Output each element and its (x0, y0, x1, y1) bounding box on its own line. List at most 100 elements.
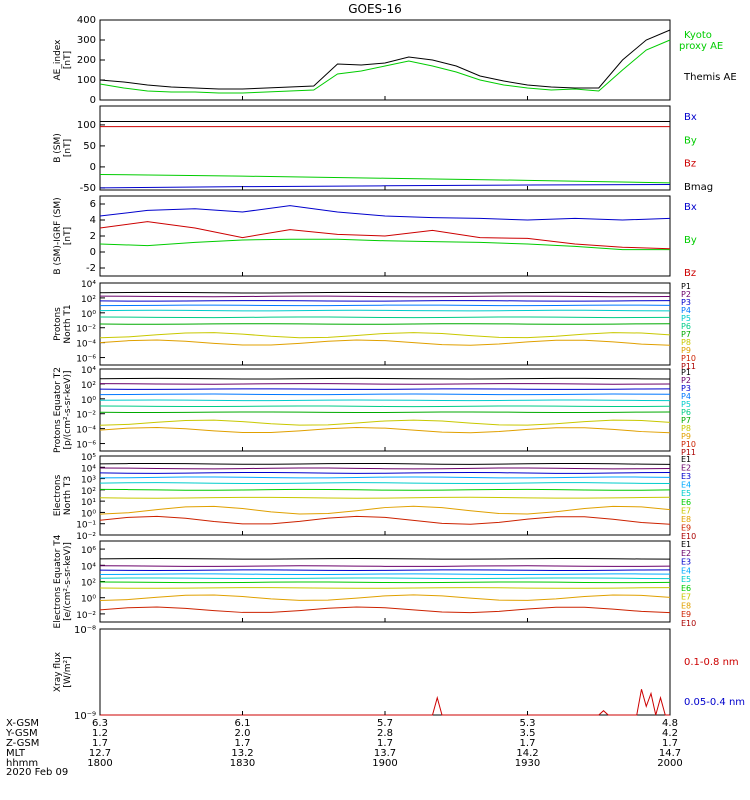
series-line-by (99, 173, 671, 184)
series-line-kyoto-proxy-ae (99, 39, 671, 94)
y-tick-label: 50 (83, 141, 96, 152)
footer-value: 6.1 (235, 718, 251, 729)
y-axis-label-line: AE_index (53, 39, 63, 81)
legend-entry: E1 (681, 540, 691, 549)
legend-entry: E9 (681, 610, 691, 619)
legend-entry: E4 (681, 481, 691, 490)
flux-line-p1 (99, 291, 671, 294)
y-tick-label: 10⁻⁶ (76, 441, 96, 451)
legend-entry: P2 (681, 376, 691, 385)
legend-entry: E4 (681, 566, 691, 575)
y-axis-unit: [e/(cm²-s-sr-keV)] (63, 542, 73, 621)
legend-entry: Themis AE (683, 72, 737, 83)
legend-entry: E7 (681, 506, 691, 515)
flux-line-e7 (99, 587, 671, 589)
y-axis-label-line: Protons (53, 307, 63, 341)
legend-entry: Bmag (684, 182, 713, 193)
y-axis-label: AE_index[nT] (53, 39, 73, 81)
y-axis-label: ProtonsNorth T1 (53, 304, 73, 343)
panel-frame (99, 628, 671, 716)
y-tick-label: 10⁵ (81, 453, 96, 463)
legend-entry: E8 (681, 515, 691, 524)
y-axis-label-line: North T1 (63, 304, 73, 343)
flux-line-e4 (99, 476, 671, 479)
y-tick-label: -50 (80, 183, 96, 194)
series-line-themis-ae (99, 29, 671, 90)
flux-line-e8 (99, 505, 671, 515)
flux-line-p6 (99, 405, 671, 408)
y-tick-label: 10⁰ (81, 396, 96, 406)
legend-entry: P9 (681, 432, 691, 441)
y-tick-label: 10⁶ (81, 546, 96, 556)
y-tick-label: 400 (77, 15, 96, 26)
footer-value: 13.7 (374, 748, 396, 759)
y-tick-label: 10⁻² (76, 411, 96, 421)
y-axis-unit: [nT] (63, 227, 73, 245)
legend-entry: P3 (681, 298, 691, 307)
y-tick-label: 0 (90, 247, 96, 258)
flux-line-p8 (99, 332, 671, 339)
y-tick-label: 10³ (81, 476, 96, 486)
legend-entry: E7 (681, 593, 691, 602)
footer-row-label: Y-GSM (5, 728, 38, 739)
flux-line-p6 (99, 316, 671, 319)
y-axis-label: B (SM)[nT] (53, 133, 73, 163)
legend-entry: E6 (681, 498, 691, 507)
panel-frame (99, 540, 671, 623)
legend-entry: E9 (681, 523, 691, 532)
panel-2: B (SM)[nT] -50 0 50 100 Bx By Bz Bmag (53, 105, 713, 194)
y-tick-label: 0 (90, 95, 96, 106)
y-axis-label-line: North T3 (63, 476, 73, 515)
y-tick-label: 10⁻² (76, 532, 96, 542)
flux-line-p4 (99, 393, 671, 396)
legend-entry: E5 (681, 489, 691, 498)
y-tick-label: 10⁻¹ (76, 521, 96, 531)
series-line-bz (99, 221, 671, 250)
y-tick-label: 10⁻² (76, 611, 96, 621)
y-tick-label: 10² (81, 579, 96, 589)
y-axis-unit: [W/m²] (63, 656, 73, 687)
flux-line-p9 (99, 339, 671, 346)
series-line-xray-long (100, 689, 670, 716)
legend-entry: P11 (681, 448, 696, 457)
series-line-by (99, 238, 670, 251)
flux-line-e3 (99, 569, 671, 571)
flux-line-e7 (99, 496, 671, 499)
footer-value: 4.8 (662, 718, 678, 729)
legend-entry: P7 (681, 330, 691, 339)
panel-frame (99, 368, 671, 452)
legend-entry: By (684, 235, 697, 246)
flux-line-p7 (99, 411, 671, 414)
legend-entry: Bz (684, 268, 696, 279)
footer-value: 1.7 (377, 738, 393, 749)
flux-line-e3 (99, 471, 671, 474)
footer-value: 2000 (657, 758, 682, 769)
legend-entry: 0.1-0.8 nm (684, 657, 739, 668)
y-tick-label: 10⁰ (81, 509, 96, 519)
flux-line-e1 (99, 557, 671, 560)
legend-entry: Bx (684, 112, 697, 123)
y-tick-label: 10² (81, 295, 96, 305)
y-tick-label: 300 (77, 35, 96, 46)
legend-entry: P4 (681, 306, 691, 315)
y-axis-unit: [nT] (63, 139, 73, 157)
flux-line-p5 (99, 309, 671, 312)
panel-3: B (SM)-IGRF (SM)[nT] -2 0 2 4 6 Bx By Bz (53, 195, 697, 279)
series-line-bx (99, 184, 671, 189)
y-axis-label-line: Electrons Equator T4 (53, 534, 63, 628)
flux-line-e6 (99, 488, 671, 491)
legend-entry: P7 (681, 416, 691, 425)
flux-line-p9 (99, 427, 671, 434)
legend-entry: E2 (681, 549, 691, 558)
y-axis-label: Xray flux[W/m²] (53, 651, 73, 692)
y-tick-label: 10⁻⁹ (74, 711, 96, 722)
footer-value: 1.7 (92, 738, 108, 749)
y-tick-label: 10¹ (81, 498, 96, 508)
legend-entry: P3 (681, 384, 691, 393)
y-tick-label: 10² (81, 381, 96, 391)
flux-line-p2 (99, 295, 671, 298)
legend-entry: P1 (681, 282, 691, 291)
